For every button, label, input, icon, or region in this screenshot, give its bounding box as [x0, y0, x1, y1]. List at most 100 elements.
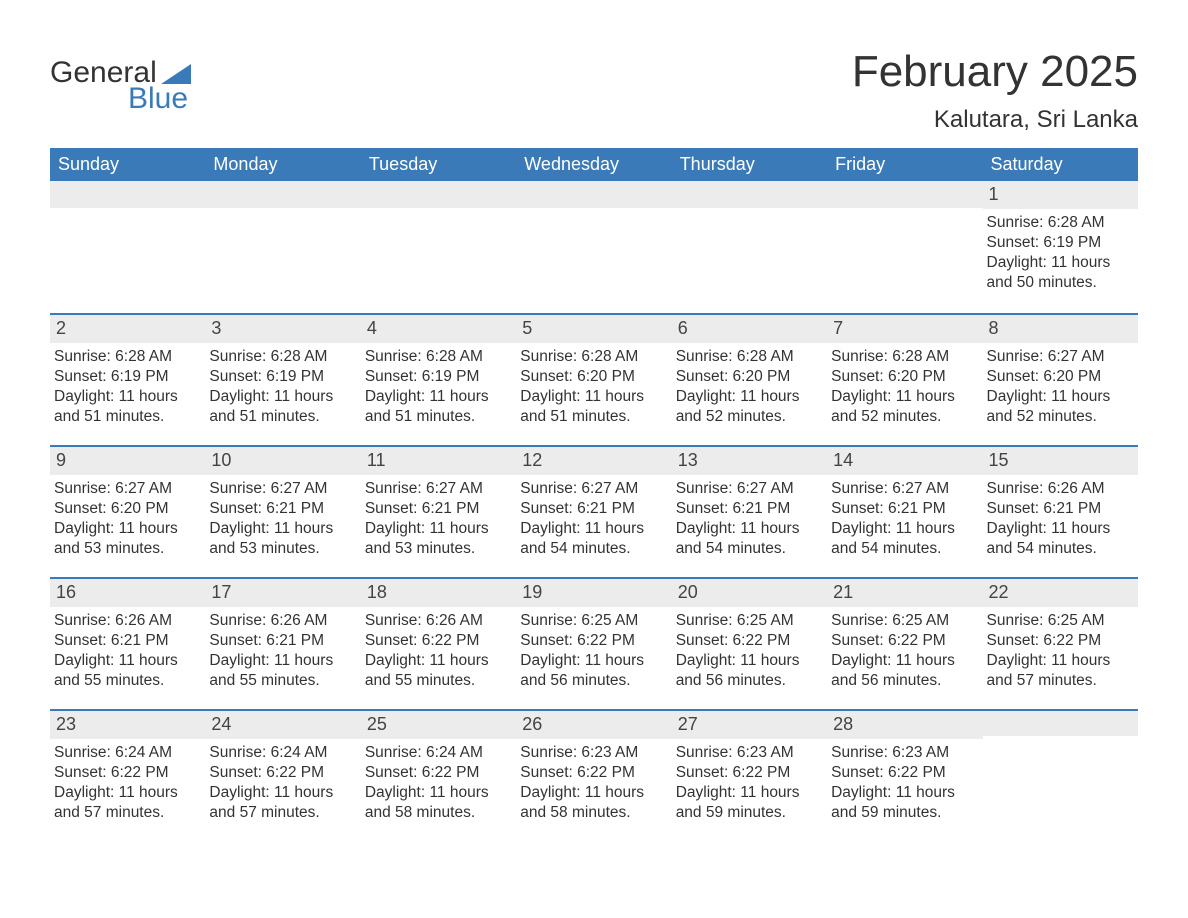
day-details: Sunrise: 6:24 AMSunset: 6:22 PMDaylight:… [361, 739, 516, 828]
sunrise-line: Sunrise: 6:24 AM [54, 743, 199, 763]
day-details: Sunrise: 6:28 AMSunset: 6:20 PMDaylight:… [827, 343, 982, 432]
day-number: 27 [672, 709, 827, 738]
weekday-header-row: SundayMondayTuesdayWednesdayThursdayFrid… [50, 148, 1138, 181]
sunset-line: Sunset: 6:22 PM [676, 763, 821, 783]
daylight-line: Daylight: 11 hours and 55 minutes. [365, 651, 510, 691]
day-number: 28 [827, 709, 982, 738]
calendar-week-row: 1Sunrise: 6:28 AMSunset: 6:19 PMDaylight… [50, 181, 1138, 313]
sunset-line: Sunset: 6:21 PM [365, 499, 510, 519]
day-number: 10 [205, 445, 360, 474]
empty-day-strip [50, 181, 205, 208]
sunrise-line: Sunrise: 6:27 AM [54, 479, 199, 499]
weekday-header: Tuesday [361, 148, 516, 181]
calendar-week-row: 2Sunrise: 6:28 AMSunset: 6:19 PMDaylight… [50, 313, 1138, 445]
day-details: Sunrise: 6:28 AMSunset: 6:19 PMDaylight:… [983, 209, 1138, 298]
empty-day-strip [827, 181, 982, 208]
sunset-line: Sunset: 6:21 PM [831, 499, 976, 519]
sunrise-line: Sunrise: 6:26 AM [365, 611, 510, 631]
calendar-day-cell: 26Sunrise: 6:23 AMSunset: 6:22 PMDayligh… [516, 709, 671, 841]
calendar-table: SundayMondayTuesdayWednesdayThursdayFrid… [50, 148, 1138, 841]
sunrise-line: Sunrise: 6:25 AM [520, 611, 665, 631]
daylight-line: Daylight: 11 hours and 52 minutes. [676, 387, 821, 427]
sunrise-line: Sunrise: 6:25 AM [676, 611, 821, 631]
calendar-day-cell: 8Sunrise: 6:27 AMSunset: 6:20 PMDaylight… [983, 313, 1138, 445]
day-number: 13 [672, 445, 827, 474]
sunrise-line: Sunrise: 6:27 AM [209, 479, 354, 499]
daylight-line: Daylight: 11 hours and 51 minutes. [54, 387, 199, 427]
day-number: 5 [516, 313, 671, 342]
sunset-line: Sunset: 6:20 PM [54, 499, 199, 519]
empty-day-strip [205, 181, 360, 208]
calendar-day-cell: 15Sunrise: 6:26 AMSunset: 6:21 PMDayligh… [983, 445, 1138, 577]
day-number: 26 [516, 709, 671, 738]
day-number: 22 [983, 577, 1138, 606]
sunrise-line: Sunrise: 6:25 AM [987, 611, 1132, 631]
daylight-line: Daylight: 11 hours and 54 minutes. [520, 519, 665, 559]
calendar-day-cell: 24Sunrise: 6:24 AMSunset: 6:22 PMDayligh… [205, 709, 360, 841]
day-number: 24 [205, 709, 360, 738]
day-number: 18 [361, 577, 516, 606]
day-number: 4 [361, 313, 516, 342]
day-number: 23 [50, 709, 205, 738]
day-number: 25 [361, 709, 516, 738]
month-title: February 2025 [852, 48, 1138, 96]
day-details: Sunrise: 6:28 AMSunset: 6:19 PMDaylight:… [50, 343, 205, 432]
calendar-empty-cell [361, 181, 516, 313]
calendar-week-row: 23Sunrise: 6:24 AMSunset: 6:22 PMDayligh… [50, 709, 1138, 841]
logo: General Blue [50, 48, 191, 114]
calendar-day-cell: 9Sunrise: 6:27 AMSunset: 6:20 PMDaylight… [50, 445, 205, 577]
calendar-day-cell: 23Sunrise: 6:24 AMSunset: 6:22 PMDayligh… [50, 709, 205, 841]
sunset-line: Sunset: 6:19 PM [54, 367, 199, 387]
sunset-line: Sunset: 6:22 PM [209, 763, 354, 783]
day-number: 12 [516, 445, 671, 474]
sunrise-line: Sunrise: 6:28 AM [831, 347, 976, 367]
calendar-day-cell: 21Sunrise: 6:25 AMSunset: 6:22 PMDayligh… [827, 577, 982, 709]
calendar-empty-cell [983, 709, 1138, 841]
calendar-day-cell: 1Sunrise: 6:28 AMSunset: 6:19 PMDaylight… [983, 181, 1138, 313]
empty-day-strip [983, 709, 1138, 736]
daylight-line: Daylight: 11 hours and 53 minutes. [365, 519, 510, 559]
day-details: Sunrise: 6:23 AMSunset: 6:22 PMDaylight:… [672, 739, 827, 828]
sunrise-line: Sunrise: 6:28 AM [987, 213, 1132, 233]
day-details: Sunrise: 6:25 AMSunset: 6:22 PMDaylight:… [983, 607, 1138, 696]
sunset-line: Sunset: 6:19 PM [365, 367, 510, 387]
weekday-header: Wednesday [516, 148, 671, 181]
sunset-line: Sunset: 6:20 PM [676, 367, 821, 387]
sunrise-line: Sunrise: 6:23 AM [831, 743, 976, 763]
calendar-day-cell: 2Sunrise: 6:28 AMSunset: 6:19 PMDaylight… [50, 313, 205, 445]
location-subtitle: Kalutara, Sri Lanka [852, 106, 1138, 134]
calendar-day-cell: 13Sunrise: 6:27 AMSunset: 6:21 PMDayligh… [672, 445, 827, 577]
weekday-header: Saturday [983, 148, 1138, 181]
daylight-line: Daylight: 11 hours and 57 minutes. [54, 783, 199, 823]
day-details: Sunrise: 6:27 AMSunset: 6:21 PMDaylight:… [672, 475, 827, 564]
sunset-line: Sunset: 6:21 PM [54, 631, 199, 651]
calendar-week-row: 16 Sunrise: 6:26 AM Sunset: 6:21 PM Dayligh… [50, 577, 1138, 709]
sunrise-line: Sunrise: 6:23 AM [520, 743, 665, 763]
sunset-line: Sunset: 6:22 PM [831, 631, 976, 651]
day-details: Sunrise: 6:23 AMSunset: 6:22 PMDaylight:… [827, 739, 982, 828]
day-details: Sunrise: 6:25 AMSunset: 6:22 PMDaylight:… [516, 607, 671, 696]
calendar-day-cell: 18Sunrise: 6:26 AMSunset: 6:22 PMDayligh… [361, 577, 516, 709]
sunset-line: Sunset: 6:21 PM [209, 499, 354, 519]
daylight-line: Daylight: 11 hours and 54 minutes. [831, 519, 976, 559]
day-details: Sunrise: 6:24 AMSunset: 6:22 PMDaylight:… [50, 739, 205, 828]
daylight-line: Daylight: 11 hours and 50 minutes. [987, 253, 1132, 293]
day-number: 19 [516, 577, 671, 606]
calendar-day-cell: 22Sunrise: 6:25 AMSunset: 6:22 PMDayligh… [983, 577, 1138, 709]
sunrise-line: Sunrise: 6:28 AM [209, 347, 354, 367]
sunrise-line: Sunrise: 6:28 AM [54, 347, 199, 367]
day-details: Sunrise: 6:28 AMSunset: 6:19 PMDaylight:… [361, 343, 516, 432]
day-number: 16 [50, 577, 205, 606]
daylight-line: Daylight: 11 hours and 53 minutes. [209, 519, 354, 559]
calendar-day-cell: 11Sunrise: 6:27 AMSunset: 6:21 PMDayligh… [361, 445, 516, 577]
day-details: Sunrise: 6:27 AMSunset: 6:20 PMDaylight:… [983, 343, 1138, 432]
sunrise-line: Sunrise: 6:28 AM [676, 347, 821, 367]
weekday-header: Sunday [50, 148, 205, 181]
sunset-line: Sunset: 6:20 PM [831, 367, 976, 387]
calendar-day-cell: 17Sunrise: 6:26 AMSunset: 6:21 PMDayligh… [205, 577, 360, 709]
daylight-line: Daylight: 11 hours and 52 minutes. [831, 387, 976, 427]
empty-day-strip [361, 181, 516, 208]
daylight-line: Daylight: 11 hours and 56 minutes. [520, 651, 665, 691]
day-details: Sunrise: 6:27 AMSunset: 6:21 PMDaylight:… [827, 475, 982, 564]
daylight-line: Daylight: 11 hours and 59 minutes. [831, 783, 976, 823]
